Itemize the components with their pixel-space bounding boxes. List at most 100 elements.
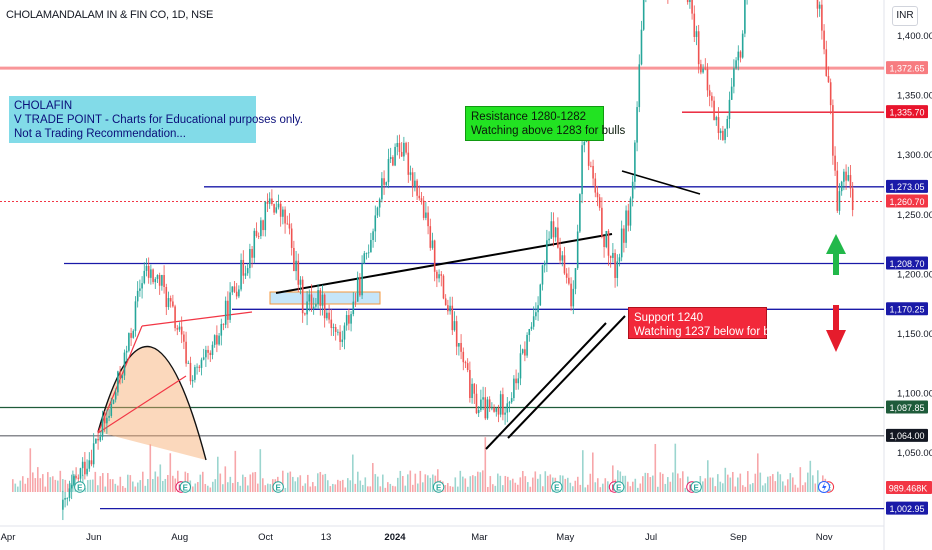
candle-body [90,460,93,465]
volume-bar [412,484,414,492]
volume-bar [89,479,92,492]
volume-bar [244,477,247,492]
volume-bar [577,476,579,492]
candle-body [255,230,258,236]
volume-bar [672,472,674,492]
candle-body [114,392,117,400]
volume-bar [524,476,527,492]
candle-body [387,159,390,183]
volume-bar [344,487,347,492]
volume-bar [167,475,169,492]
volume-bar [634,478,637,492]
volume-bar [507,476,509,492]
candle-body [330,319,333,329]
candle-body [198,366,201,368]
y-tick-label: 1,300.00 [897,150,932,161]
volume-bar [684,487,687,492]
currency-button[interactable]: INR [892,6,918,26]
volume-bar [332,483,334,492]
volume-bar [454,477,457,492]
candle-body [202,357,205,360]
candle-body [473,383,476,394]
candle-body [398,143,401,152]
volume-bar [682,471,684,492]
candle-body [172,301,174,307]
volume-bar [144,485,147,492]
volume-bar [724,467,727,492]
candle-body [304,313,306,315]
note-annotation: CHOLAFIN V TRADE POINT - Charts for Educ… [9,96,303,143]
volume-bar [57,480,59,492]
volume-bar [429,477,432,492]
candle-body [603,236,605,248]
volume-bar [519,477,522,492]
candle-body [407,152,410,175]
candle-body [502,394,504,415]
volume-bar [539,474,542,492]
candle-body [134,301,137,331]
volume-bar [379,486,382,492]
volume-bar [377,476,379,492]
candle-body [154,278,157,283]
candle-body [726,119,729,129]
volume-bar [299,475,302,492]
volume-bar [87,480,89,492]
volume-bar [642,476,644,492]
volume-bar [424,474,427,492]
x-axis: Apr Jun Aug Oct 13 2024 Mar May Jul Sep Nov [1,532,833,543]
volume-bar [172,475,174,492]
candle-body [187,362,190,364]
candle-body [491,407,493,409]
candle-body [539,284,542,306]
candle-body [823,30,825,50]
candle-body [156,275,159,279]
volume-bar [307,474,309,492]
candle-body [453,321,456,331]
volume-bar [784,485,787,492]
volume-bar [744,486,747,492]
candle-body [240,259,242,290]
candle-body [227,300,229,320]
candle-body [205,349,207,358]
volume-bar [34,478,37,492]
volume-bar [137,482,139,492]
candle-body [455,321,458,347]
candle-body [117,371,119,393]
volume-bar [247,485,249,492]
volume-bar [127,474,129,492]
candle-body [451,305,454,331]
candle-body [612,252,614,258]
volume-bar [42,474,44,492]
volume-bar [104,486,107,492]
volume-bar [444,485,447,492]
candle-body [499,394,502,415]
earnings-marker [551,481,563,493]
volume-bar [369,486,372,492]
volume-bar [352,454,354,492]
volume-bar [317,473,319,492]
volume-bar [192,486,194,492]
candle-body [532,316,535,327]
volume-bar [542,486,544,492]
candle-body [348,315,350,324]
candle-body [244,273,247,276]
candle-body [583,141,586,146]
x-tick-label: Sep [730,532,747,543]
volume-bar [304,483,307,492]
falling-trend-line [621,170,701,195]
candle-body [409,172,412,175]
candle-body [392,157,394,166]
candle-body [161,275,163,286]
volume-bar [432,474,434,492]
volume-bar [437,469,439,492]
candle-body [552,221,555,238]
x-tick-label: Apr [1,532,16,543]
candle-body [422,200,425,218]
earnings-marker [432,481,445,493]
volume-bar [297,477,299,492]
candle-body [728,99,731,120]
volume-bar [64,479,67,492]
volume-bar [99,476,102,492]
volume-bar [199,474,202,492]
